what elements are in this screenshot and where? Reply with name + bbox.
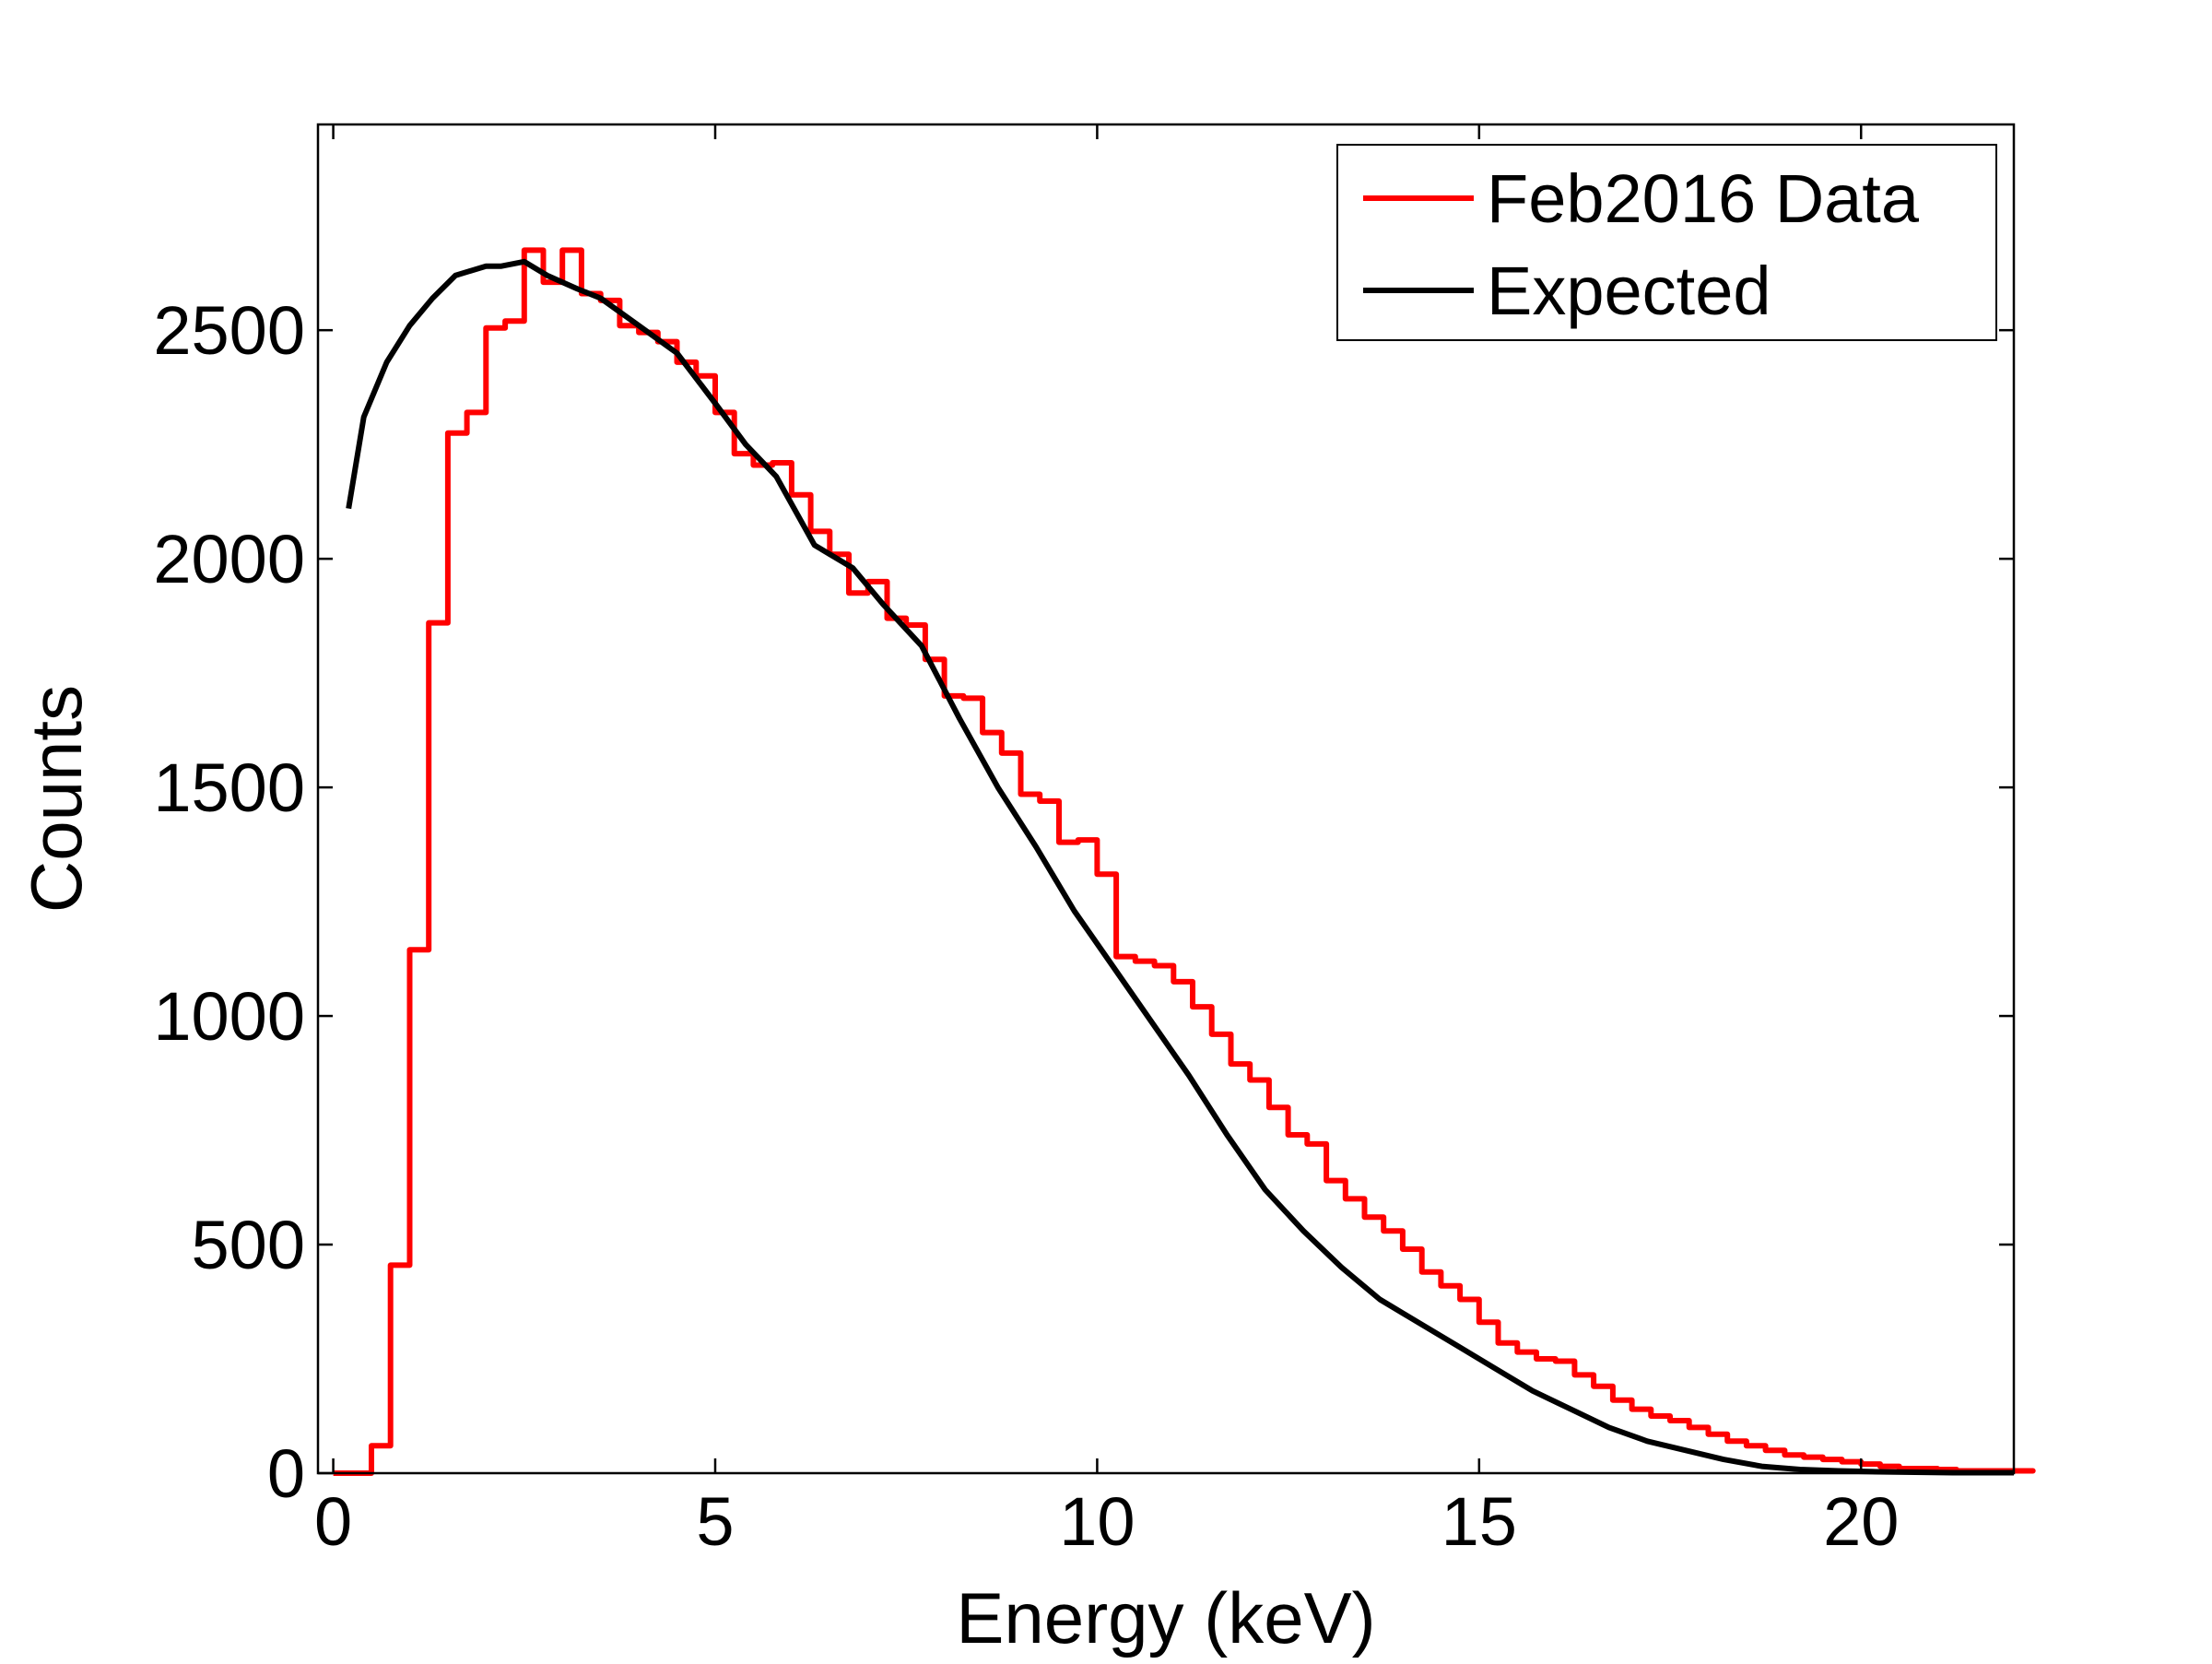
x-tick-label-5: 5 xyxy=(696,1483,734,1560)
x-tick-label-0: 0 xyxy=(314,1483,352,1560)
series-layer xyxy=(333,247,2036,1476)
legend: Feb2016 Data Expected xyxy=(1336,144,1997,341)
x-tick-label-15: 15 xyxy=(1441,1483,1517,1560)
y-tick-label-0: 0 xyxy=(267,1435,305,1512)
y-tick-label-1500: 1500 xyxy=(153,749,305,826)
plot-area xyxy=(316,123,2036,1476)
axes-box xyxy=(316,123,2016,1475)
y-tick-label-1000: 1000 xyxy=(153,978,305,1055)
legend-label-feb2016-data: Feb2016 Data xyxy=(1487,160,1920,237)
y-axis-label: Counts xyxy=(16,685,97,913)
y-tick-label-2500: 2500 xyxy=(153,292,305,369)
x-tick-label-20: 20 xyxy=(1823,1483,1899,1560)
legend-label-expected: Expected xyxy=(1487,253,1771,329)
series-line-feb2016-data xyxy=(333,247,2036,1476)
tick-labels-layer: 0 5 10 15 20 0 500 1000 1500 2000 2500 xyxy=(153,292,1899,1560)
x-axis-label: Energy (keV) xyxy=(956,1577,1375,1658)
ticks-layer xyxy=(318,124,2014,1475)
series-line-expected xyxy=(346,258,2014,1476)
x-tick-label-10: 10 xyxy=(1059,1483,1135,1560)
y-tick-label-500: 500 xyxy=(192,1207,305,1283)
y-tick-label-2000: 2000 xyxy=(153,521,305,597)
legend-box xyxy=(1336,144,1997,341)
